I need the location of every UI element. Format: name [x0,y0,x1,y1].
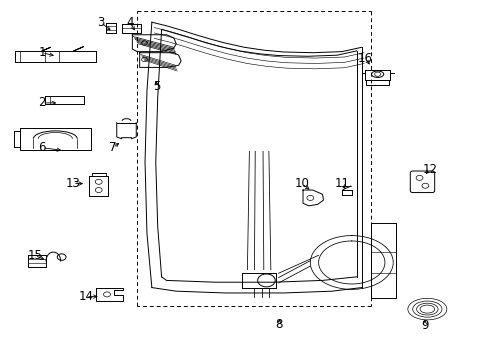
Text: 4: 4 [126,16,133,29]
Text: 2: 2 [39,96,46,109]
Text: 14: 14 [79,290,93,303]
Text: 11: 11 [334,177,349,190]
Text: 16: 16 [357,51,372,64]
Text: 15: 15 [27,249,42,262]
Text: 10: 10 [294,177,309,190]
Text: 3: 3 [97,16,104,29]
Text: 8: 8 [274,318,282,331]
Text: 13: 13 [65,177,80,190]
Text: 9: 9 [420,319,428,332]
Text: 6: 6 [39,141,46,154]
Text: 5: 5 [153,80,160,93]
Text: 12: 12 [422,163,436,176]
Text: 1: 1 [39,46,46,59]
Text: 7: 7 [109,141,116,154]
